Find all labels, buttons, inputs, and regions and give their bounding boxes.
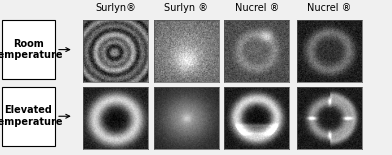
Text: Nucrel ®: Nucrel ® <box>307 3 352 13</box>
Text: Surlyn ®: Surlyn ® <box>164 3 208 13</box>
Text: 960: 960 <box>320 25 338 35</box>
Text: 8920: 8920 <box>103 25 128 35</box>
Text: Surlyn®: Surlyn® <box>95 3 136 13</box>
Text: Nucrel ®: Nucrel ® <box>234 3 279 13</box>
Text: 925: 925 <box>247 25 266 35</box>
Text: Room
temperature: Room temperature <box>0 39 63 60</box>
Text: 8940: 8940 <box>174 25 198 35</box>
FancyBboxPatch shape <box>2 20 55 79</box>
Text: Elevated
temperature: Elevated temperature <box>0 105 63 127</box>
FancyBboxPatch shape <box>2 87 55 146</box>
